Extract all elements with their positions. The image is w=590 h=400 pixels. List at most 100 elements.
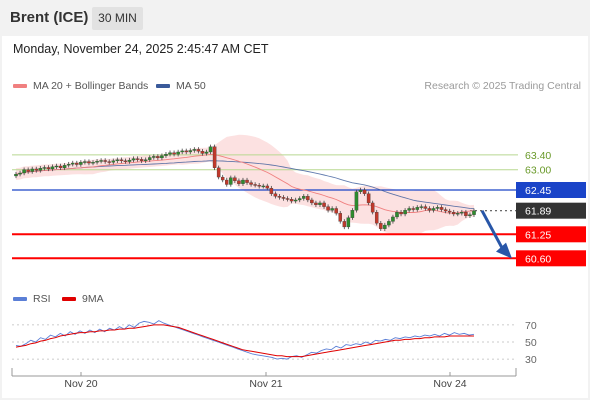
candle-body — [196, 149, 201, 152]
candle-body — [427, 208, 432, 211]
candle-body — [358, 189, 363, 192]
candle-body — [350, 210, 355, 218]
candle-body — [293, 199, 298, 202]
candle-body — [326, 206, 330, 211]
candle-body — [220, 176, 225, 181]
candle-body — [225, 179, 229, 185]
level-label: 61.89 — [525, 206, 551, 218]
candle-body — [22, 169, 26, 174]
candle-body — [342, 221, 347, 228]
candle-body — [261, 185, 265, 188]
timeframe-button[interactable]: 30 MIN — [92, 7, 143, 30]
candle-body — [107, 161, 111, 163]
candle-body — [456, 213, 460, 215]
candle-body — [237, 180, 241, 184]
candle-body — [338, 213, 342, 222]
candle-body — [34, 168, 39, 171]
level-tag-bg — [516, 250, 586, 267]
chart-datetime: Monday, November 24, 2025 2:45:47 AM CET — [13, 42, 269, 56]
candle-body — [387, 221, 391, 226]
candle-body — [346, 217, 351, 228]
candle-body — [366, 193, 371, 204]
candle-body — [354, 191, 359, 211]
candle-body — [172, 152, 176, 155]
ma20-line — [15, 153, 475, 214]
candle-body — [253, 184, 257, 186]
candle-body — [168, 152, 172, 155]
candle-body — [200, 151, 205, 154]
candle-body — [115, 159, 120, 161]
candle-body — [38, 168, 43, 171]
candle-body — [75, 162, 79, 165]
bollinger-band — [16, 134, 474, 235]
candle-body — [423, 206, 428, 209]
osc-tick-label: 70 — [525, 320, 537, 332]
candle-body — [62, 165, 67, 168]
chart-header: Brent (ICE) 30 MIN — [0, 0, 590, 36]
candle-body — [233, 177, 237, 181]
osc-tick-label: 30 — [525, 354, 537, 366]
level-label: 61.25 — [525, 229, 551, 241]
candle-body — [164, 154, 168, 156]
candle-body — [269, 188, 274, 194]
candle-body — [334, 208, 338, 214]
candle-body — [216, 167, 221, 178]
candle-body — [310, 199, 314, 204]
candle-body — [212, 146, 217, 168]
candle-body — [468, 214, 472, 216]
candle-body — [135, 158, 140, 160]
osc-tick-label: 50 — [525, 337, 537, 349]
legend-ma20: MA 20 + Bollinger Bands — [13, 80, 148, 92]
level-tag-bg — [516, 182, 586, 198]
candle-body — [66, 164, 71, 166]
x-tick-label: Nov 21 — [249, 378, 282, 390]
legend-ma50: MA 50 — [156, 80, 206, 92]
candle-body — [322, 202, 326, 207]
candle-body — [103, 160, 107, 162]
legend-ma50-label: MA 50 — [176, 80, 206, 92]
candle-body — [395, 212, 399, 218]
candle-body — [123, 160, 128, 162]
candle-body — [91, 162, 95, 164]
candle-body — [14, 173, 18, 177]
legend-ma20-swatch — [13, 84, 27, 89]
candle-body — [399, 212, 403, 215]
candle-body — [131, 158, 136, 161]
candle-body — [403, 210, 407, 215]
level-tag-bg — [516, 226, 586, 243]
candle-body — [241, 179, 245, 184]
candle-body — [192, 149, 197, 151]
research-credit: Research © 2025 Trading Central — [424, 80, 581, 92]
level-label: 63.40 — [525, 150, 551, 162]
candle-body — [447, 210, 452, 213]
legend-rsi-label: RSI — [33, 293, 51, 305]
candle-body — [265, 185, 270, 189]
legend-rsi-swatch — [13, 297, 27, 302]
candle-body — [314, 202, 318, 205]
candle-body — [95, 161, 99, 163]
candle-body — [415, 207, 420, 210]
candle-body — [281, 197, 286, 199]
candle-body — [302, 196, 306, 199]
candle-body — [111, 160, 116, 163]
candle-body — [451, 212, 456, 215]
candle-body — [285, 198, 290, 200]
candle-body — [204, 151, 209, 154]
legend-9ma-swatch — [62, 297, 76, 302]
candle-body — [330, 208, 334, 211]
candle-body — [245, 179, 249, 183]
candle-body — [249, 182, 253, 185]
candle-body — [439, 207, 444, 210]
candle-body — [379, 223, 383, 229]
candle-body — [435, 207, 440, 209]
candle-body — [443, 209, 448, 212]
candle-body — [257, 185, 261, 187]
candle-body — [30, 168, 34, 172]
candle-body — [431, 208, 436, 211]
candle-body — [46, 167, 51, 170]
candle-body — [391, 216, 395, 222]
legend-9ma: 9MA — [62, 293, 104, 305]
candle-body — [139, 159, 144, 161]
chart-area — [2, 36, 588, 398]
